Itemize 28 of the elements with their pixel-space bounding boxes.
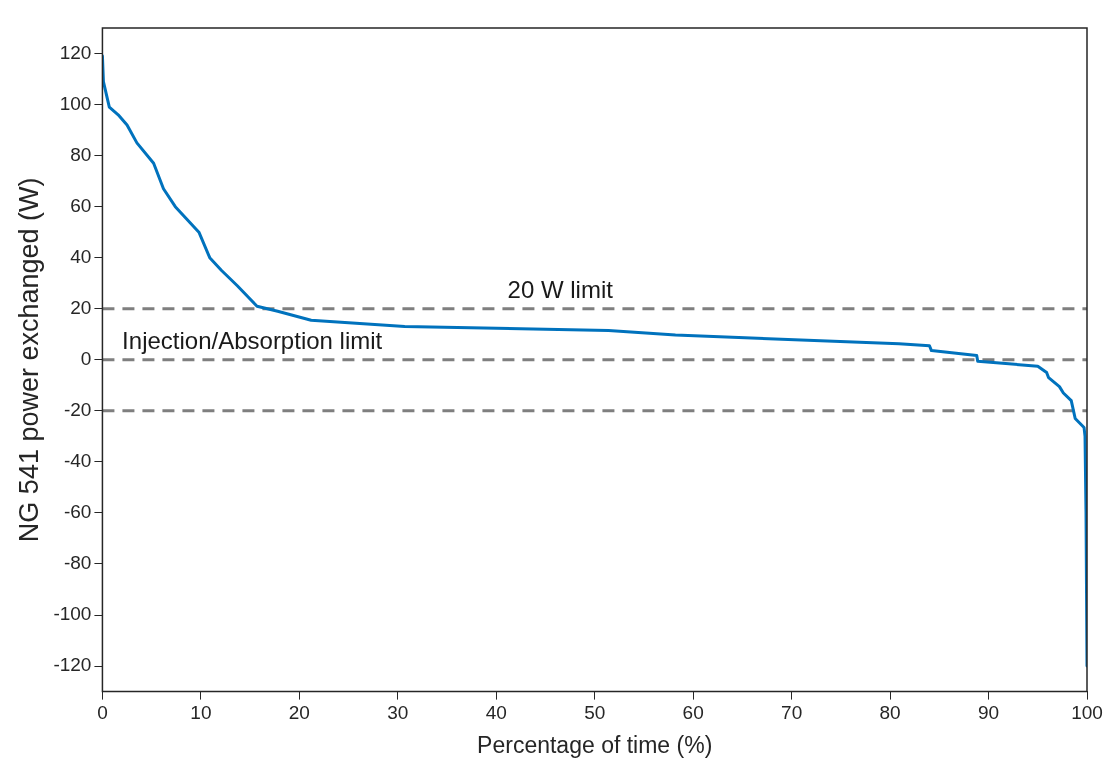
y-tick-label: 120 <box>59 41 92 63</box>
y-tick-label: -40 <box>63 450 92 472</box>
y-tick-label: 80 <box>70 143 92 165</box>
x-tick-label: 60 <box>682 702 704 724</box>
ref-line-label: Injection/Absorption limit <box>122 327 383 355</box>
x-tick-label: 0 <box>97 702 108 724</box>
x-tick-label: 100 <box>1071 702 1103 724</box>
x-axis-title: Percentage of time (%) <box>477 731 713 758</box>
x-tick-label: 80 <box>879 702 901 724</box>
y-tick-label: -120 <box>53 654 92 676</box>
y-tick-label: -20 <box>63 399 92 421</box>
x-tick-label: 70 <box>781 702 803 724</box>
y-tick-label: -80 <box>63 552 92 574</box>
y-axis-title: NG 541 power exchanged (W) <box>13 177 44 543</box>
y-tick-label: 100 <box>59 92 92 114</box>
x-tick-label: 90 <box>977 702 1000 724</box>
y-tick-label: -60 <box>63 501 92 523</box>
x-tick-label: 40 <box>485 702 507 724</box>
y-tick-label: 20 <box>70 296 92 318</box>
y-tick-label: 40 <box>70 245 92 267</box>
x-tick-label: 20 <box>288 702 310 724</box>
x-tick-label: 30 <box>387 702 409 724</box>
y-tick-label: -100 <box>53 603 92 625</box>
x-tick-label: 50 <box>584 702 606 724</box>
y-tick-label: 60 <box>70 194 92 216</box>
y-tick-label: 0 <box>80 348 92 370</box>
x-tick-label: 10 <box>190 702 212 724</box>
ref-line-label: 20 W limit <box>507 276 614 304</box>
